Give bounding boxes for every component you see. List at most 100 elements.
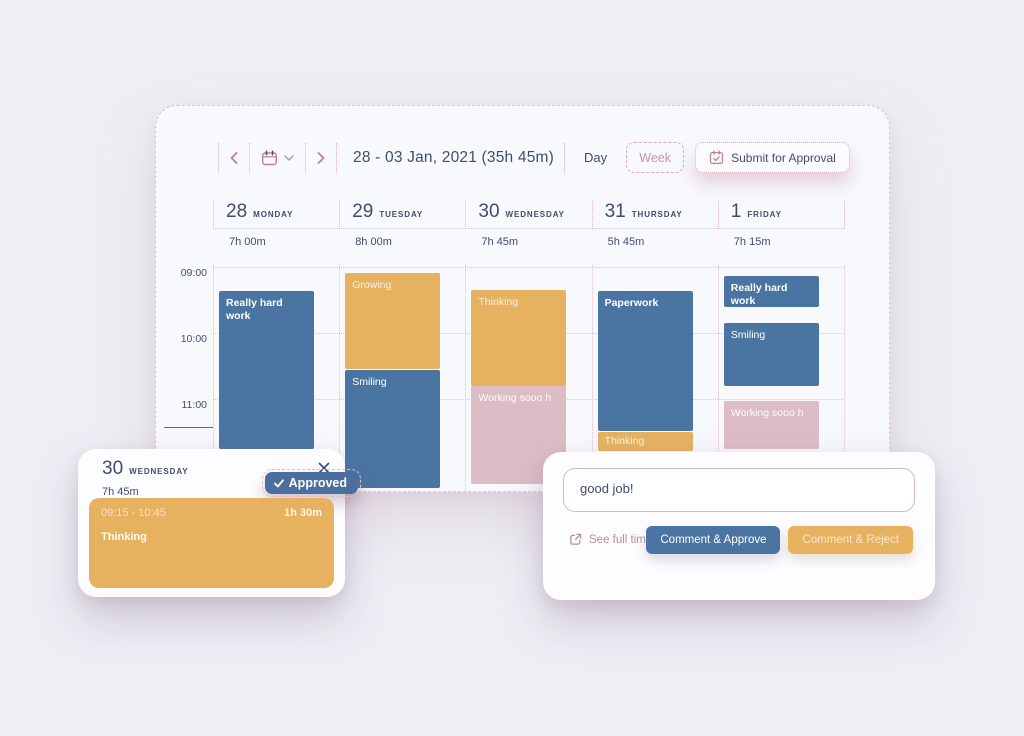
check-icon [273, 478, 284, 487]
detail-event-time-range: 09:15 - 10:45 [101, 507, 166, 519]
event-block[interactable]: Really hard work [723, 276, 819, 307]
close-button[interactable] [316, 460, 332, 476]
header-column-separator [717, 200, 719, 229]
header-column-separator [844, 200, 845, 229]
week-range-title: 28 - 03 Jan, 2021 (35h 45m) [353, 148, 554, 166]
event-label: Smiling [730, 329, 766, 341]
day-total: 7h 45m [481, 236, 519, 248]
event-label: Paperwork [604, 297, 659, 309]
grid-column-line [213, 265, 214, 491]
day-detail-card: 30 WEDNESDAY 7h 45m Approved 09:15 - 10:… [78, 449, 362, 597]
day-number: 28 [226, 201, 248, 222]
comment-approve-button[interactable]: Comment & Approve [646, 526, 781, 554]
grid-column-line [339, 265, 341, 491]
day-name: THURSDAY [631, 210, 683, 219]
day-total: 7h 00m [229, 236, 266, 248]
day-view-button[interactable]: Day [565, 150, 626, 165]
detail-day-name: WEDNESDAY [129, 467, 189, 476]
day-header-thursday: 31 THURSDAY [605, 201, 683, 223]
event-block[interactable]: Smiling [345, 370, 441, 488]
toolbar-separator [336, 142, 337, 173]
detail-event-block: 09:15 - 10:45 1h 30m Thinking [89, 498, 334, 588]
event-label: Growing [352, 279, 392, 291]
event-block[interactable]: Thinking [471, 290, 567, 386]
day-total: 7h 15m [733, 236, 771, 248]
toolbar-separator [305, 142, 306, 173]
comment-actions: Comment & Approve Comment & Reject [646, 526, 913, 554]
header-column-separator [465, 200, 467, 229]
detail-day-total: 7h 45m [102, 486, 139, 498]
day-number: 1 [730, 201, 742, 222]
event-label: Working sooo h [478, 392, 552, 404]
grid-column-line [844, 265, 845, 491]
grid-column-line [465, 265, 467, 491]
time-gutter-end-line [164, 427, 213, 428]
detail-event-label: Thinking [101, 531, 147, 543]
event-label: Thinking [604, 435, 645, 447]
day-totals-row: 7h 00m 8h 00m 7h 45m 5h 45m 7h 15m [156, 236, 889, 250]
chevron-right-icon [317, 151, 325, 164]
event-label: Thinking [478, 296, 519, 308]
event-block[interactable]: Smiling [723, 323, 819, 386]
day-header-tuesday: 29 TUESDAY [352, 201, 423, 223]
day-header-friday: 1 FRIDAY [731, 201, 782, 223]
detail-event-duration: 1h 30m [284, 507, 322, 519]
week-view-button[interactable]: Week [626, 142, 685, 173]
day-total: 8h 00m [355, 236, 392, 248]
header-column-separator [213, 200, 214, 229]
day-name: MONDAY [253, 210, 294, 219]
event-block[interactable]: Thinking [597, 432, 693, 451]
day-header-monday: 28 MONDAY [226, 201, 293, 223]
comment-input[interactable]: good job! [563, 468, 915, 512]
grid-hour-line [213, 267, 844, 268]
external-link-icon [570, 533, 582, 545]
chevron-down-icon [284, 154, 294, 161]
close-icon [318, 462, 330, 474]
toolbar-separator [564, 142, 565, 173]
grid-column-line [717, 265, 719, 491]
header-bottom-line [213, 228, 844, 229]
day-number: 29 [352, 201, 374, 222]
comment-card: good job! See full timesheet Comment & A… [543, 452, 935, 600]
header-column-separator [591, 200, 593, 229]
approved-label: Approved [288, 476, 347, 490]
time-label: 10:00 [180, 333, 207, 345]
event-block[interactable]: Growing [345, 273, 441, 369]
toolbar-separator [218, 142, 219, 173]
time-label: 09:00 [180, 267, 207, 279]
day-name: TUESDAY [379, 210, 424, 219]
event-block[interactable]: Paperwork [597, 291, 693, 431]
day-total: 5h 45m [607, 236, 645, 248]
previous-week-button[interactable] [219, 143, 249, 173]
calendar-check-icon [709, 150, 724, 165]
grid-column-line [591, 265, 593, 491]
day-header-wednesday: 30 WEDNESDAY [478, 201, 565, 223]
week-navigation: 28 - 03 Jan, 2021 (35h 45m) [218, 142, 554, 173]
event-block[interactable]: Really hard work [219, 291, 314, 449]
day-name: FRIDAY [747, 210, 782, 219]
next-week-button[interactable] [306, 143, 336, 173]
event-block[interactable]: Working sooo h [723, 401, 819, 449]
comment-reject-button[interactable]: Comment & Reject [788, 526, 913, 554]
day-header-row: 28 MONDAY 29 TUESDAY 30 WEDNESDAY 31 THURSDAY 1 F… [156, 200, 889, 229]
time-label: 11:00 [181, 399, 208, 411]
calendar-picker-button[interactable] [250, 143, 305, 173]
detail-day-title: 30 WEDNESDAY [102, 458, 189, 480]
day-number: 30 [478, 201, 500, 222]
view-switcher: Day Week Submit for Approval [564, 142, 850, 173]
timesheet-panel: 28 - 03 Jan, 2021 (35h 45m) Day Week Sub… [155, 105, 890, 492]
header-column-separator [339, 200, 341, 229]
approved-badge: Approved [261, 469, 362, 497]
event-label: Working sooo h [730, 407, 804, 419]
toolbar-separator [249, 142, 250, 173]
day-name: WEDNESDAY [505, 210, 565, 219]
event-label: Really hard work [730, 282, 788, 307]
day-number: 31 [604, 201, 626, 222]
calendar-icon [262, 149, 278, 165]
detail-day-number: 30 [102, 458, 124, 479]
event-label: Really hard work [226, 297, 283, 323]
submit-for-approval-button[interactable]: Submit for Approval [695, 142, 850, 173]
event-label: Smiling [352, 376, 387, 388]
chevron-left-icon [230, 151, 238, 164]
